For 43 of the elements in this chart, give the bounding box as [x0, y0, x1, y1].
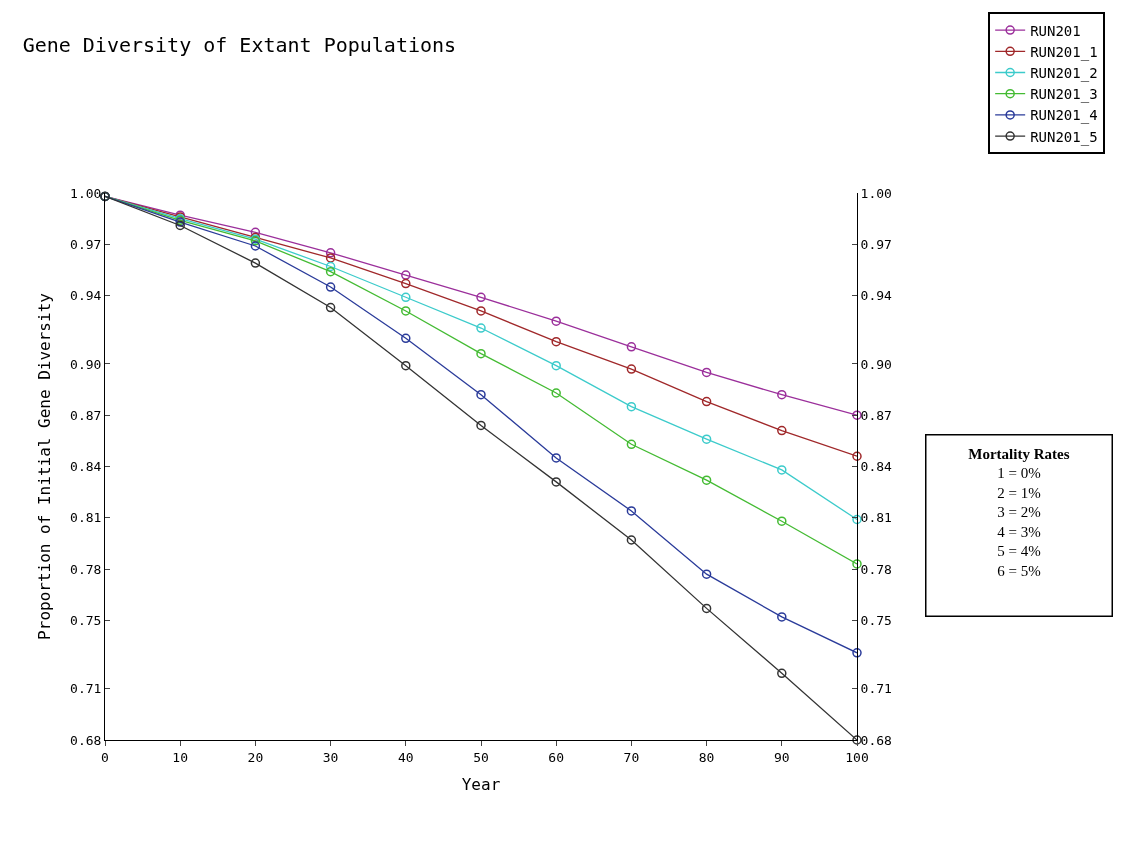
legend-label: RUN201	[1030, 22, 1081, 39]
y-tick-label: 0.68	[70, 732, 102, 748]
legend-label: RUN201_5	[1030, 128, 1098, 146]
chart-title: Gene Diversity of Extant Populations	[22, 33, 457, 58]
legend-label: RUN201_2	[1030, 64, 1098, 82]
y-tick-label: 0.84	[70, 459, 102, 475]
y-tick-label: 0.71	[70, 681, 102, 697]
y-axis-title: Proportion of Initial Gene Diversity	[34, 292, 54, 640]
legend-label: RUN201_4	[1030, 107, 1098, 125]
x-tick-label: 30	[322, 749, 339, 765]
y-tick-label: 0.78	[70, 561, 102, 577]
y2-tick-label: 0.75	[860, 612, 892, 628]
x-tick-label: 20	[247, 749, 264, 765]
text: Mortality Rates 1 = 0% 2 = 1% 3 = 2% 4 = 3% 5 = 4% 6 = 5%	[968, 445, 1070, 579]
x-tick-label: 40	[397, 749, 414, 765]
y2-tick-label: 0.94	[860, 288, 893, 304]
x-tick-label: 60	[548, 749, 565, 765]
y-tick-label: 0.87	[70, 407, 102, 423]
x-tick-label: 50	[473, 749, 489, 765]
x-tick-label: 100	[845, 749, 869, 765]
x-axis-title: Year	[461, 775, 501, 795]
x-tick-label: 80	[698, 749, 715, 765]
y2-tick-label: 0.71	[860, 681, 892, 697]
y2-tick-label: 0.90	[860, 356, 892, 372]
y-tick-label: 1.00	[70, 185, 102, 201]
y2-tick-label: 0.97	[860, 236, 892, 252]
y2-tick-label: 0.81	[860, 510, 892, 526]
x-tick-label: 70	[623, 749, 640, 765]
y-tick-label: 0.94	[70, 288, 102, 304]
x-tick-label: 10	[172, 749, 189, 765]
y-tick-label: 0.97	[70, 236, 102, 252]
y-tick-label: 0.75	[70, 612, 102, 628]
y2-tick-label: 0.78	[860, 561, 892, 577]
y2-tick-label: 0.87	[860, 407, 892, 423]
legend-label: RUN201_1	[1030, 43, 1098, 61]
x-tick-label: 90	[773, 749, 790, 765]
x-tick-label: 0	[101, 749, 109, 765]
y-tick-label: 0.90	[70, 356, 102, 372]
legend-label: RUN201_3	[1030, 86, 1098, 104]
y-tick-label: 0.81	[70, 510, 102, 526]
y2-tick-label: 1.00	[860, 185, 892, 201]
y2-tick-label: 0.68	[860, 732, 892, 748]
y2-tick-label: 0.84	[860, 459, 893, 475]
